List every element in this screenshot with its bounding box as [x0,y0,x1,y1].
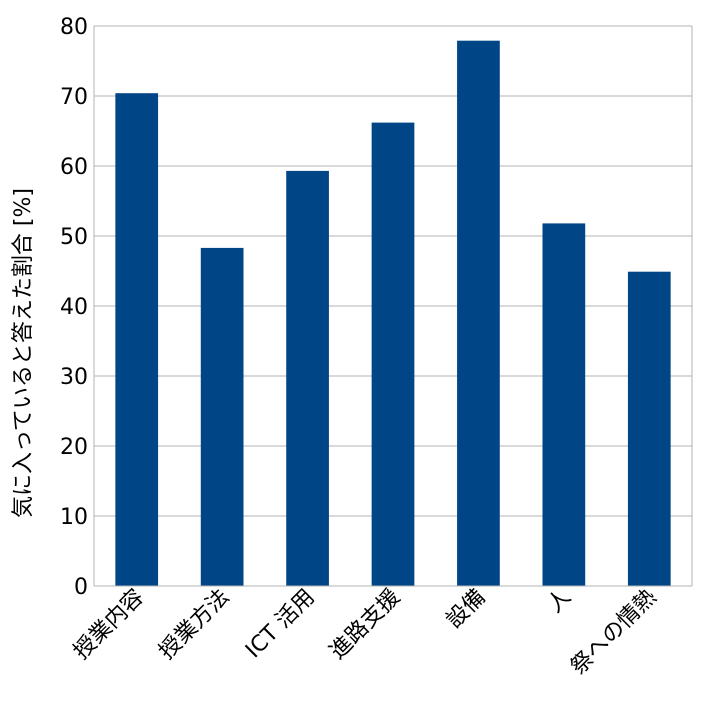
bar [457,40,500,586]
y-tick-label: 40 [60,295,88,320]
y-tick-label: 30 [60,365,88,390]
x-tick-label: 進路支援 [325,585,405,665]
y-axis-label: 気に入っていると答えた割合 [%] [11,188,36,518]
bar [371,122,415,586]
y-tick-label: 60 [60,155,88,180]
bar [542,223,586,586]
y-tick-label: 80 [60,15,88,40]
y-tick-label: 20 [60,435,88,460]
bar [627,271,671,586]
bar [286,170,329,586]
bars [115,40,671,586]
x-tick-label: 授業方法 [154,585,234,665]
x-tick-label: 祭への情熱 [566,585,661,680]
x-tick-label: 設備 [442,585,491,634]
y-tick-label: 50 [60,225,88,250]
y-tick-label: 70 [60,85,88,110]
bar [115,93,159,586]
bar [200,247,244,586]
y-tick-label: 10 [60,505,88,530]
axes [93,26,693,587]
x-tick-label: ICT 活用 [241,585,320,664]
y-tick-labels: 0 10 20 30 40 50 60 70 80 [60,15,88,600]
x-tick-label: 人 [543,585,576,618]
y-tick-label: 0 [74,575,88,600]
